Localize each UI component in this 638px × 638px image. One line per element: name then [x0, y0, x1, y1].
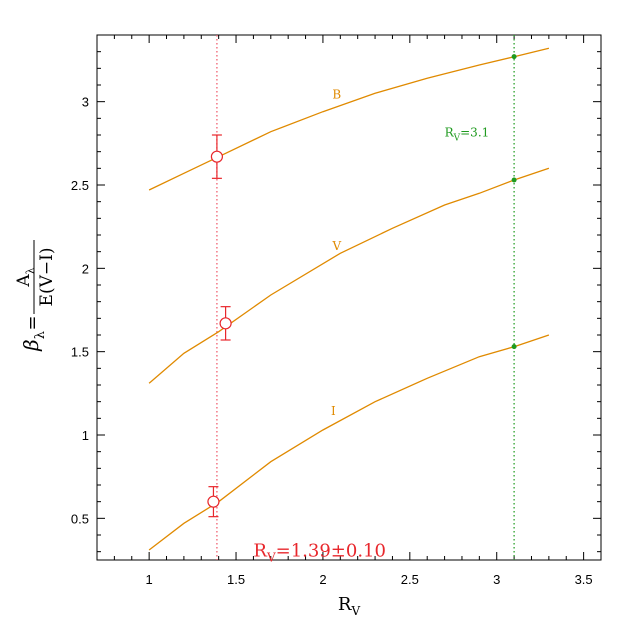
- annotation-rv-fit: RV=1.39±0.10: [253, 541, 386, 565]
- y-label-numerator: Aλ: [14, 267, 37, 287]
- y-axis-label: βλ= Aλ E(V−I): [14, 240, 57, 352]
- y-tick-label: 1: [82, 428, 89, 443]
- y-tick-label: 2: [82, 261, 89, 276]
- series-line-b: [148, 47, 550, 191]
- measured-point-b: [210, 150, 224, 163]
- x-tick-label: 2.5: [401, 572, 419, 587]
- y-tick-label: 1.5: [71, 345, 89, 360]
- x-axis-label: RV: [338, 594, 361, 618]
- series-line-v: [148, 167, 550, 384]
- y-tick-label: 3: [82, 95, 89, 110]
- x-tick-label: 1: [146, 572, 153, 587]
- measured-point-i: [207, 495, 220, 508]
- x-tick-label: 3: [493, 572, 500, 587]
- y-tick-label: 2.5: [71, 178, 89, 193]
- y-label-equals: =: [22, 315, 43, 330]
- x-tick-label: 2: [319, 572, 326, 587]
- annotation-rv-ref: RV=3.1: [445, 126, 490, 144]
- annotation-label-b: B: [332, 87, 341, 101]
- measured-point-v: [219, 317, 232, 330]
- x-tick-label: 3.5: [575, 572, 593, 587]
- x-tick-label: 1.5: [227, 572, 245, 587]
- reference-point: [511, 177, 517, 183]
- plot-frame: [96, 34, 602, 561]
- series-line-i: [148, 334, 550, 551]
- reference-point: [511, 54, 517, 60]
- annotation-label-i: I: [331, 404, 336, 418]
- reference-point: [511, 344, 517, 350]
- y-tick-label: 0.5: [71, 511, 89, 526]
- annotation-label-v: V: [331, 239, 341, 253]
- y-label-denominator: E(V−I): [37, 248, 57, 307]
- y-label-beta: βλ: [19, 331, 48, 352]
